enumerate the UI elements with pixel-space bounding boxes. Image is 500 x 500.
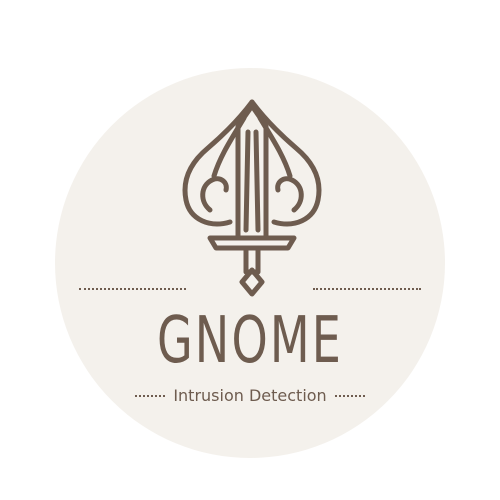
- subtitle-row: Intrusion Detection: [0, 385, 500, 407]
- divider-right: [313, 288, 421, 290]
- blade-groove-right: [253, 129, 261, 233]
- subtitle-dash-right: [334, 395, 365, 397]
- spade-outline-right: [249, 99, 322, 227]
- logo-subtitle: Intrusion Detection: [173, 386, 327, 405]
- subtitle-dash-left: [135, 395, 166, 397]
- divider-left: [79, 288, 186, 290]
- sword-emblem-icon: [182, 99, 322, 297]
- sword-hilt: [243, 245, 261, 275]
- blade-groove-left: [243, 129, 251, 233]
- logo-title: GNOME: [156, 304, 344, 378]
- right-curl: [275, 176, 304, 213]
- spade-outline: [182, 99, 255, 227]
- sword-crossguard: [207, 235, 297, 251]
- sword-pommel: [239, 267, 265, 297]
- left-curl: [200, 176, 229, 213]
